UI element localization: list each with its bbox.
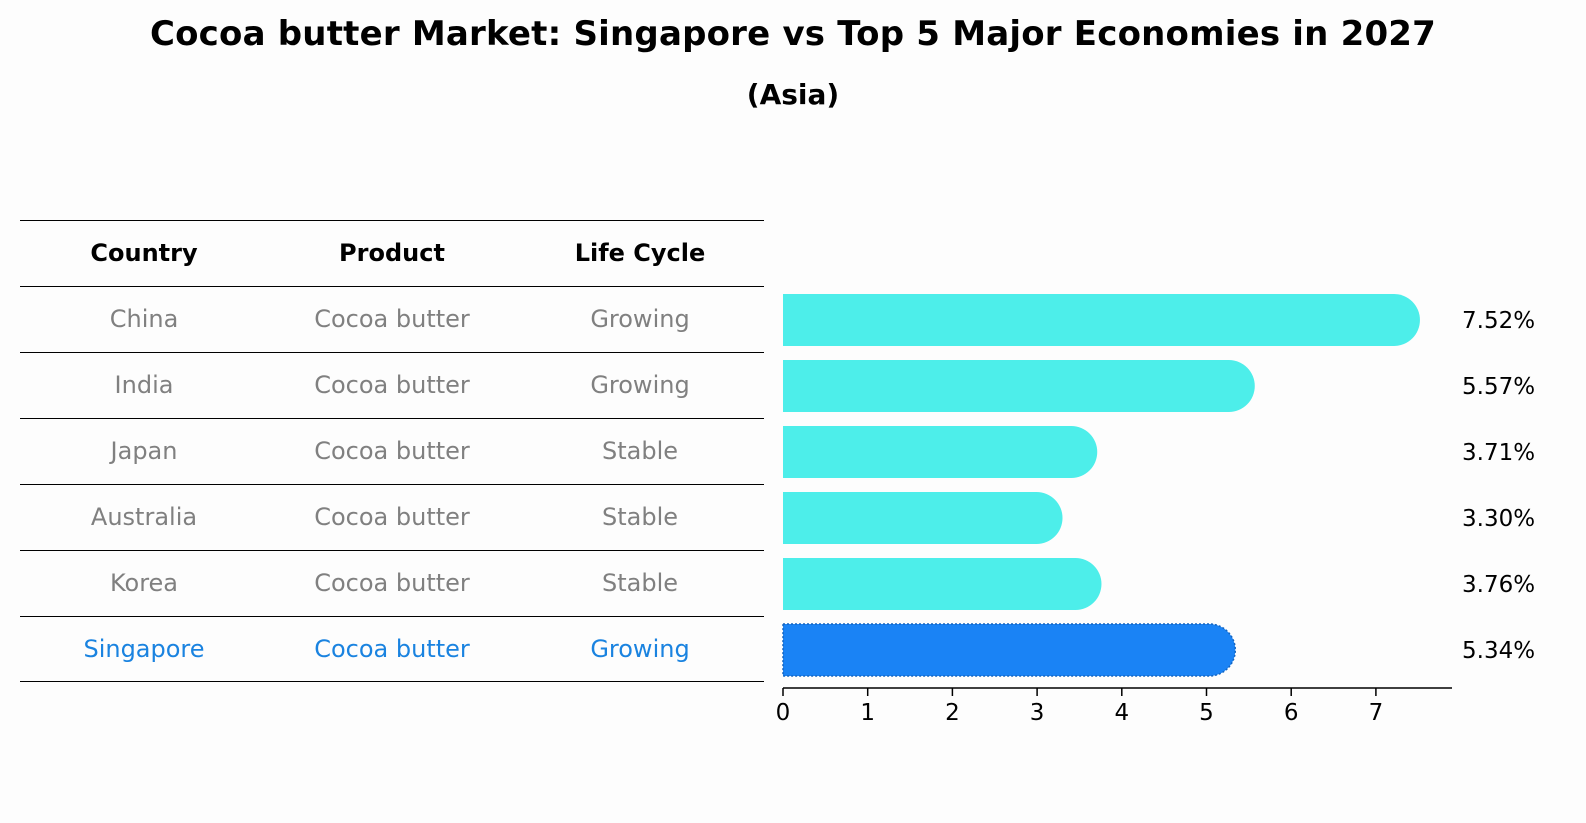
cell-product: Cocoa butter — [314, 371, 470, 399]
x-tick-label: 1 — [860, 700, 875, 726]
bar-korea — [783, 558, 1102, 610]
bar-india — [783, 360, 1255, 412]
table-row: Australia Cocoa butter Stable — [20, 484, 764, 550]
cell-country: China — [109, 305, 179, 333]
cell-country: Singapore — [83, 635, 205, 663]
cell-product: Cocoa butter — [314, 503, 470, 531]
data-label: 5.57% — [1462, 374, 1535, 400]
x-tick-label: 7 — [1369, 700, 1384, 726]
data-label: 5.34% — [1462, 638, 1535, 664]
data-label: 3.71% — [1462, 440, 1535, 466]
cell-product: Cocoa butter — [314, 305, 470, 333]
x-tick-label: 3 — [1030, 700, 1045, 726]
table-row-highlight: Singapore Cocoa butter Growing — [20, 616, 764, 682]
bar-australia — [783, 492, 1063, 544]
cell-life-cycle: Growing — [590, 305, 690, 333]
cell-country: Korea — [109, 569, 179, 597]
cell-life-cycle: Growing — [590, 371, 690, 399]
header-product: Product — [339, 239, 445, 267]
x-tick-label: 2 — [945, 700, 960, 726]
header-life-cycle: Life Cycle — [574, 239, 706, 267]
chart-subtitle: (Asia) — [746, 78, 840, 111]
x-tick-label: 4 — [1114, 700, 1129, 726]
bar-singapore — [782, 623, 1237, 677]
chart-title: Cocoa butter Market: Singapore vs Top 5 … — [149, 14, 1437, 54]
cell-country: India — [114, 371, 174, 399]
table-header-row: Country Product Life Cycle — [20, 220, 764, 286]
x-tick-label: 0 — [776, 700, 791, 726]
data-label: 3.30% — [1462, 506, 1535, 532]
data-label: 7.52% — [1462, 308, 1535, 334]
cell-country: Australia — [90, 503, 198, 531]
table-row: India Cocoa butter Growing — [20, 352, 764, 418]
data-label: 3.76% — [1462, 572, 1535, 598]
data-table: Country Product Life Cycle China Cocoa b… — [20, 220, 764, 682]
cell-product: Cocoa butter — [314, 437, 470, 465]
bar-china — [783, 294, 1420, 346]
x-tick-label: 6 — [1284, 700, 1299, 726]
cell-life-cycle: Stable — [601, 503, 679, 531]
cell-life-cycle: Growing — [590, 635, 690, 663]
table-row: Korea Cocoa butter Stable — [20, 550, 764, 616]
bar-japan — [783, 426, 1098, 478]
cell-product: Cocoa butter — [314, 635, 470, 663]
cell-product: Cocoa butter — [314, 569, 470, 597]
header-country: Country — [90, 239, 198, 267]
cell-country: Japan — [110, 437, 178, 465]
table-row: China Cocoa butter Growing — [20, 286, 764, 352]
table-row: Japan Cocoa butter Stable — [20, 418, 764, 484]
cell-life-cycle: Stable — [601, 569, 679, 597]
x-tick-label: 5 — [1199, 700, 1214, 726]
cell-life-cycle: Stable — [601, 437, 679, 465]
